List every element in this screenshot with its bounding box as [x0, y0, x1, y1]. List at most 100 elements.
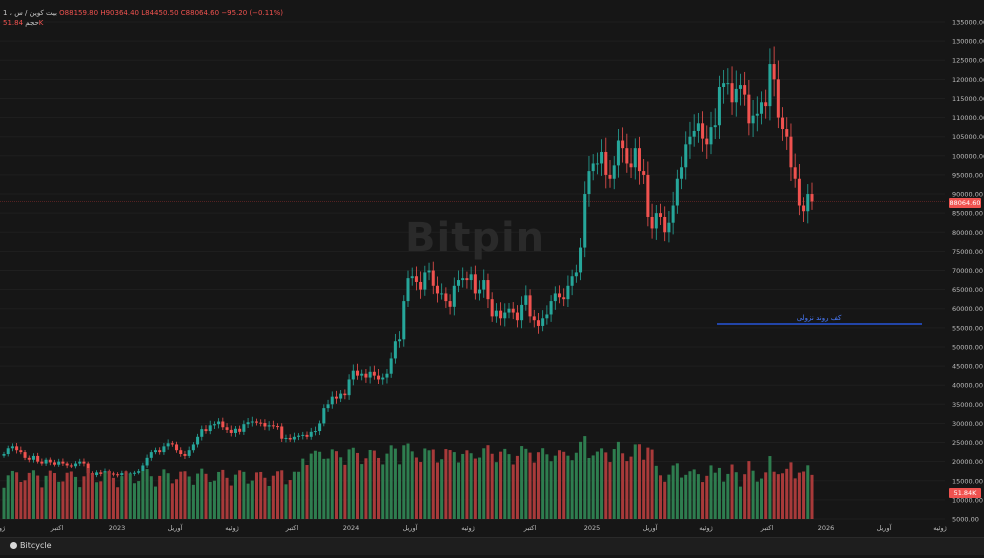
candle-body — [69, 465, 73, 467]
time-tick-label: اکتبر — [760, 524, 774, 532]
candle-body — [482, 280, 486, 290]
volume-bar — [562, 451, 566, 519]
volume-bar — [600, 448, 604, 519]
candle-body — [772, 64, 776, 80]
candle-body — [225, 427, 229, 430]
candle-body — [343, 393, 347, 396]
volume-bar — [280, 470, 284, 519]
candle-body — [271, 425, 275, 427]
price-tick-label: 65000.00 — [952, 286, 983, 294]
candle-body — [705, 138, 709, 145]
volume-bar — [305, 465, 309, 519]
price-tick-label: 85000.00 — [952, 210, 983, 218]
candle-body — [734, 88, 738, 103]
candle-body — [145, 457, 149, 466]
volume-bar — [372, 450, 376, 519]
time-tick-label: اکتبر — [285, 524, 299, 532]
volume-bar — [684, 474, 688, 519]
volume-bar — [764, 472, 768, 519]
candle-body — [764, 102, 768, 107]
volume-bar — [772, 471, 776, 519]
symbol-label[interactable]: بیت کوین / س — [14, 9, 57, 17]
volume-bar — [557, 450, 562, 519]
volume-bar — [351, 447, 355, 519]
volume-bar — [364, 458, 368, 519]
volume-bar — [402, 445, 406, 519]
volume-bar — [625, 461, 629, 519]
volume-bar — [671, 465, 675, 519]
volume-bar — [111, 477, 115, 519]
change-value: −95.20 (−0.11%) — [221, 9, 284, 17]
price-tick-label: 125000.00 — [952, 57, 984, 65]
volume-bar — [452, 452, 456, 519]
candle-body — [768, 64, 772, 107]
volume-bar — [313, 450, 317, 519]
volume-bar — [103, 472, 107, 519]
candle-body — [19, 450, 23, 453]
open-value: O88159.80 — [59, 9, 99, 17]
candle-body — [166, 443, 170, 447]
time-tick-label: 2026 — [818, 524, 835, 532]
candle-body — [435, 285, 439, 294]
volume-bar — [759, 478, 764, 519]
volume-bar — [124, 471, 128, 519]
volume-bar — [27, 472, 31, 519]
candle-body — [621, 140, 625, 149]
candle-body — [175, 444, 179, 451]
candle-body — [250, 421, 254, 423]
volume-bar — [208, 481, 212, 519]
candle-body — [31, 455, 35, 460]
candle-body — [111, 473, 115, 475]
candle-body — [557, 293, 562, 298]
candle-body — [625, 148, 629, 164]
time-tick-label: 2023 — [109, 524, 126, 532]
price-tick-label: 10000.00 — [952, 496, 983, 504]
volume-bar — [637, 444, 641, 519]
volume-bar — [347, 449, 351, 519]
volume-bar — [810, 474, 814, 519]
volume-bar — [621, 453, 625, 519]
bitcycle-logo-icon — [10, 542, 17, 549]
candle-body — [591, 163, 595, 172]
candle-body — [806, 194, 810, 212]
volume-bar — [515, 455, 519, 519]
candle-body — [330, 396, 334, 405]
price-tick-label: 5000.00 — [952, 516, 979, 524]
candle-body — [132, 472, 136, 474]
volume-bar — [722, 481, 726, 519]
candle-body — [553, 293, 557, 302]
candle-body — [276, 426, 280, 428]
candle-body — [301, 434, 305, 436]
time-tick-label: اکتبر — [50, 524, 64, 532]
candle-body — [52, 462, 57, 465]
volume-bar — [532, 462, 536, 519]
candle-body — [562, 297, 566, 300]
candle-body — [27, 457, 31, 460]
candle-body — [658, 213, 663, 217]
candle-body — [322, 408, 326, 424]
candle-body — [406, 278, 410, 302]
volume-bar — [490, 453, 494, 519]
candle-body — [263, 423, 267, 427]
candle-body — [74, 463, 78, 467]
brand[interactable]: Bitcycle — [10, 541, 52, 550]
candle-body — [532, 316, 536, 321]
volume-bar — [90, 473, 94, 519]
volume-bar — [271, 475, 275, 519]
candle-body — [751, 115, 755, 124]
high-value: H90364.40 — [100, 9, 139, 17]
volume-bar — [381, 464, 385, 519]
price-tick-label: 30000.00 — [952, 420, 983, 428]
candle-body — [709, 127, 713, 145]
candle-body — [663, 216, 667, 233]
volume-bar — [536, 452, 540, 519]
volume-bar — [507, 454, 511, 519]
candle-body — [515, 312, 519, 321]
volume-bar — [566, 455, 570, 519]
candle-body — [246, 422, 250, 425]
candle-body — [776, 79, 780, 118]
volume-bar — [494, 462, 498, 519]
time-tick-label: ژو — [0, 524, 5, 532]
